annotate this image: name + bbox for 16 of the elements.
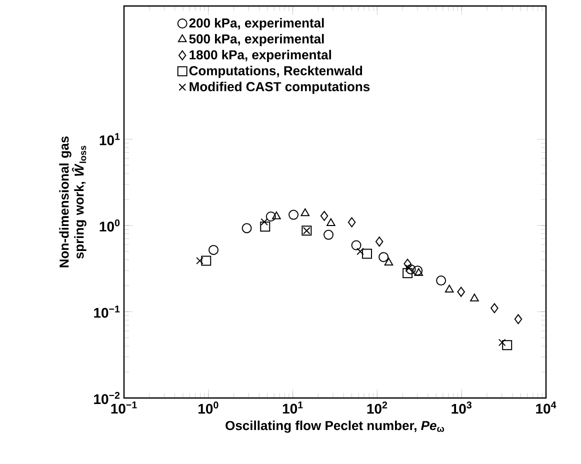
legend-label: Modified CAST computations <box>190 82 370 94</box>
x-axis-title: Oscillating flow Peclet number, Pe$_{ω}$ <box>226 420 444 433</box>
y-tick-label: 10$^{1}$ <box>100 133 120 146</box>
legend-label: 200 kPa, experimental <box>189 18 324 30</box>
x-tick-label: 10$^{−1}$ <box>111 402 137 414</box>
legend-label: Computations, Recktenwald <box>189 66 362 78</box>
y-tick-label: 10$^{−1}$ <box>94 306 120 318</box>
x-tick-label: 10$^{4}$ <box>536 402 556 414</box>
x-tick-label: 10$^{0}$ <box>198 402 218 414</box>
y-tick-label: 10$^{−2}$ <box>94 392 120 404</box>
x-tick-label: 10$^{3}$ <box>452 402 472 414</box>
x-tick-label: 10$^{2}$ <box>367 402 388 414</box>
y-tick-label: 10$^{0}$ <box>100 219 120 232</box>
legend-label: 1800 kPa, experimental <box>190 50 331 62</box>
legend-label: 500 kPa, experimental <box>189 34 324 46</box>
x-tick-label: 10$^{1}$ <box>282 402 303 414</box>
